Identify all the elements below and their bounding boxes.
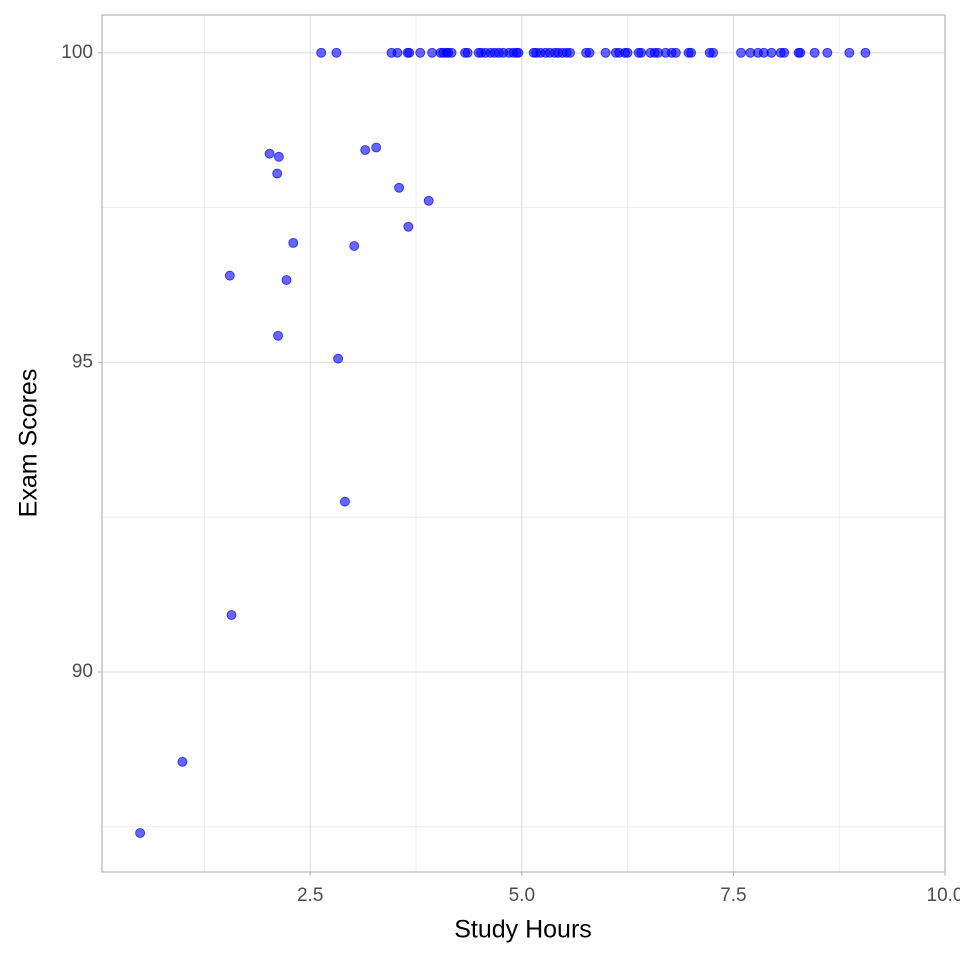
- point: [600, 47, 611, 58]
- point: [822, 47, 833, 58]
- point: [288, 237, 299, 248]
- point: [360, 145, 371, 155]
- point: [403, 221, 414, 232]
- point: [462, 47, 473, 58]
- point: [736, 47, 746, 58]
- x-tick-label: 7.5: [720, 885, 746, 906]
- point: [224, 270, 235, 281]
- y-tick-label: 95: [72, 351, 93, 372]
- y-axis-title: Exam Scores: [15, 369, 43, 518]
- x-tick-label: 10.0: [927, 885, 960, 906]
- point: [860, 47, 871, 58]
- x-axis-title: Study Hours: [454, 916, 592, 944]
- point: [371, 142, 382, 153]
- point: [340, 496, 350, 507]
- point: [226, 610, 237, 620]
- point: [708, 47, 718, 58]
- point: [415, 47, 426, 58]
- point: [584, 47, 595, 58]
- point: [264, 148, 275, 159]
- point: [766, 47, 777, 58]
- point: [177, 756, 188, 767]
- point: [809, 47, 820, 58]
- point: [844, 47, 855, 58]
- point: [331, 47, 342, 58]
- point: [316, 47, 327, 58]
- point: [513, 47, 524, 58]
- point: [272, 168, 283, 179]
- point: [622, 47, 633, 58]
- point: [404, 47, 415, 58]
- point: [273, 330, 283, 341]
- point: [349, 241, 360, 251]
- x-tick-label: 5.0: [509, 885, 535, 906]
- point: [423, 195, 434, 206]
- panel-border: [101, 14, 946, 873]
- point: [273, 151, 284, 162]
- point: [446, 47, 457, 58]
- point: [636, 47, 647, 58]
- point: [392, 47, 403, 58]
- x-tick-label: 2.5: [297, 885, 323, 906]
- point: [427, 47, 437, 58]
- point: [686, 47, 696, 58]
- point: [135, 828, 145, 838]
- point: [394, 182, 404, 193]
- y-tick-label: 100: [61, 42, 93, 63]
- point: [565, 47, 575, 58]
- point: [670, 47, 681, 58]
- point: [281, 275, 292, 285]
- y-tick-label: 90: [72, 661, 93, 682]
- point: [795, 47, 806, 58]
- point: [779, 47, 790, 58]
- point: [333, 353, 344, 364]
